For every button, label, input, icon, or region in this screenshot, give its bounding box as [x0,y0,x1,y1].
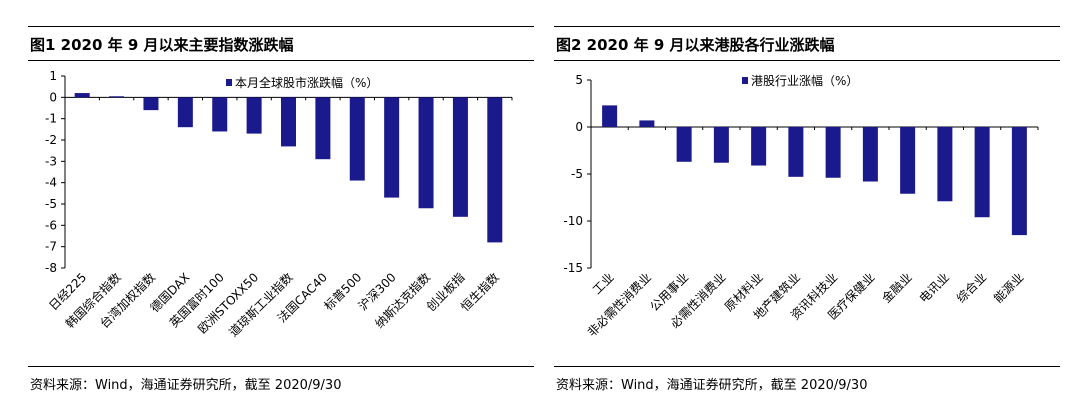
x-tick-label: 综合业 [953,270,989,306]
bar [452,97,468,217]
bar [246,97,262,134]
y-tick-label: 0 [49,90,57,104]
y-tick-label: -7 [45,240,57,254]
y-tick-label: -2 [45,133,57,147]
bar [384,97,400,198]
figure-title: 图2 2020 年 9 月以来港股各行业涨跌幅 [556,36,835,54]
source-note: 资料来源：Wind，海通证券研究所，截至 2020/9/30 [556,378,868,393]
chart-panel-left: 图1 2020 年 9 月以来主要指数涨跌幅 1 0 -1 -2 -3 -4 -5 -6 -7 -… [28,0,534,402]
bar [349,97,365,181]
top-rule [28,26,534,27]
bar [713,127,729,163]
legend-swatch [226,79,232,86]
top-rule [554,26,1060,27]
bar [862,127,878,182]
y-tick-label: -6 [45,218,57,232]
bar [900,127,916,194]
bar [937,127,953,202]
y-tick-label: 5 [575,73,583,87]
y-tick-label: -5 [571,167,583,181]
bar [639,120,655,127]
x-tick-label: 恒生指数 [457,270,502,315]
bar [212,97,228,132]
y-tick-label: -3 [45,154,57,168]
bar [602,105,618,127]
bar [418,97,434,209]
bottom-rule [554,366,1060,367]
figure-title: 图1 2020 年 9 月以来主要指数涨跌幅 [30,36,294,54]
y-tick-label: -8 [45,261,57,275]
bar [143,97,159,111]
bottom-rule [28,366,534,367]
x-tick-label: 金融业 [879,270,915,306]
x-tick-label: 工业 [590,270,617,297]
bar [751,127,767,166]
bar [281,97,296,147]
y-tick-label: -1 [45,112,57,126]
source-note: 资料来源：Wind，海通证券研究所，截至 2020/9/30 [30,378,342,393]
x-tick-label: 能源业 [991,270,1026,305]
bar [74,93,90,98]
title-rule [28,60,534,61]
bar [1011,127,1027,236]
bar [974,127,990,218]
y-tick-label: 1 [49,69,57,83]
bar [315,97,331,160]
legend-swatch [742,77,748,84]
bar [825,127,841,178]
legend-label: 港股行业涨幅（%） [751,73,858,88]
bar [487,97,503,243]
bar-chart-hk-sectors: 50-5-10-15工业非必需性消费业公用事业必需性消费业原材料业地产建筑业资讯… [563,73,1039,340]
x-tick-label: 电讯业 [917,270,952,305]
legend-label: 本月全球股市涨跌幅（%） [235,75,378,90]
y-tick-label: -15 [563,261,583,275]
bar [788,127,804,177]
chart-panel-right: 图2 2020 年 9 月以来港股各行业涨跌幅 5 0 -5 -10 -15 工业 非必需性… [554,0,1060,402]
bar [676,127,692,162]
bar [177,97,193,128]
title-rule [554,60,1060,61]
y-tick-label: -5 [45,197,57,211]
y-tick-label: -10 [563,214,583,228]
bar-chart-indices: 10-1-2-3-4-5-6-7-8日经225韩国综合指数台湾加权指数德国DAX… [45,69,513,340]
bar [109,96,125,98]
y-tick-label: -4 [45,176,57,190]
y-tick-label: 0 [575,120,583,134]
